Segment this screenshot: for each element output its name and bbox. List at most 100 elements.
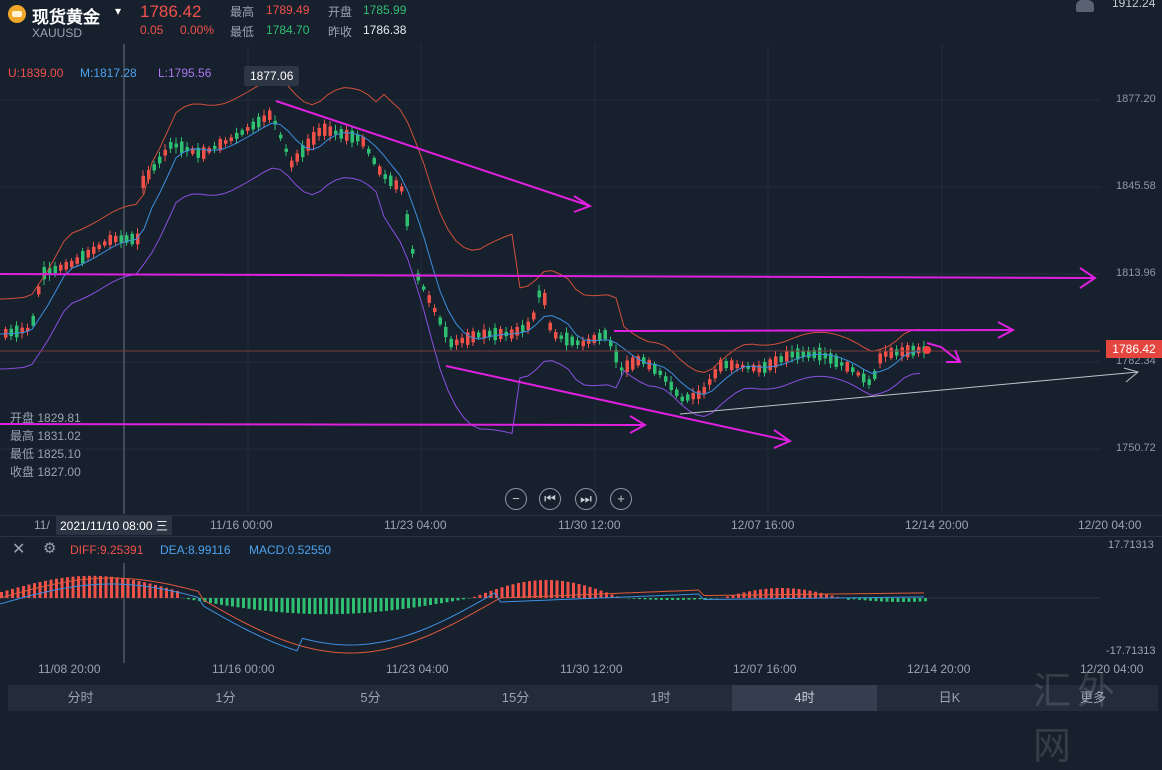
candle bbox=[631, 357, 635, 369]
candle bbox=[329, 126, 333, 135]
zoom-in-button[interactable]: + bbox=[610, 488, 632, 510]
macd-bar bbox=[242, 598, 245, 608]
candle bbox=[499, 329, 503, 339]
candle bbox=[532, 313, 536, 320]
ohlc-high: 最高 1831.02 bbox=[10, 427, 81, 444]
x-tick: 11/30 12:00 bbox=[558, 518, 621, 532]
macd-bar bbox=[138, 581, 141, 598]
x-tick: 12/20 04:00 bbox=[1078, 518, 1141, 532]
candle bbox=[527, 322, 531, 330]
macd-bar bbox=[347, 598, 350, 614]
macd-bar bbox=[501, 587, 504, 598]
instrument-title[interactable]: 现货黄金 bbox=[32, 3, 100, 28]
macd-bar bbox=[237, 598, 240, 607]
macd-bar bbox=[875, 598, 878, 601]
macd-bar bbox=[407, 598, 410, 608]
candle bbox=[257, 117, 261, 128]
candle bbox=[153, 164, 157, 170]
tab-timeframe-15m[interactable]: 15分 bbox=[443, 685, 588, 711]
candle bbox=[587, 339, 591, 344]
macd-bar bbox=[572, 583, 575, 598]
candle bbox=[659, 371, 663, 375]
candlestick-chart[interactable] bbox=[0, 44, 1162, 514]
high-label: 最高 bbox=[230, 3, 254, 20]
macd-bar bbox=[693, 598, 696, 600]
x-tick: 11/08 20:00 bbox=[38, 662, 101, 676]
skip-forward-button[interactable]: ⏭ bbox=[575, 488, 597, 510]
candle bbox=[686, 394, 690, 400]
macd-bar bbox=[649, 598, 652, 600]
candle bbox=[367, 149, 371, 154]
macd-bar bbox=[132, 580, 135, 598]
macd-bar bbox=[50, 580, 53, 598]
macd-bar bbox=[798, 589, 801, 598]
x-tick: 11/23 04:00 bbox=[386, 662, 449, 676]
tab-timeframe-4h[interactable]: 4时 bbox=[732, 685, 877, 711]
x-tick: 12/07 16:00 bbox=[731, 518, 794, 532]
candle bbox=[554, 332, 558, 338]
skip-back-button[interactable]: ⏮ bbox=[539, 488, 561, 510]
candle bbox=[241, 130, 245, 135]
close-icon[interactable]: ✕ bbox=[12, 539, 25, 559]
horizontal-support bbox=[0, 424, 645, 425]
candle bbox=[54, 266, 58, 273]
bell-icon[interactable] bbox=[1076, 0, 1094, 12]
candle bbox=[439, 318, 443, 325]
macd-bar bbox=[391, 598, 394, 610]
candle bbox=[917, 347, 921, 353]
chevron-down-icon[interactable]: ▾ bbox=[115, 4, 121, 18]
zoom-out-button[interactable]: − bbox=[505, 488, 527, 510]
tab-timeframe-daily[interactable]: 日K bbox=[877, 685, 1022, 711]
gear-icon[interactable]: ⚙ bbox=[43, 539, 56, 557]
candle bbox=[565, 333, 569, 346]
candle bbox=[780, 356, 784, 362]
macd-bar bbox=[677, 598, 680, 600]
candle bbox=[477, 332, 481, 337]
macd-bar bbox=[781, 588, 784, 598]
ohlc-open: 开盘 1829.81 bbox=[10, 409, 81, 426]
candle bbox=[560, 335, 564, 339]
y-tick: 1750.72 bbox=[1116, 442, 1156, 454]
macd-bar bbox=[358, 598, 361, 613]
macd-bar bbox=[825, 594, 828, 598]
candle bbox=[708, 379, 712, 385]
macd-bar bbox=[688, 598, 691, 600]
x-tick: 12/14 20:00 bbox=[905, 518, 968, 532]
macd-chart[interactable] bbox=[0, 563, 1162, 663]
x-tick: 12/14 20:00 bbox=[907, 662, 970, 676]
macd-bar bbox=[380, 598, 383, 611]
macd-bar bbox=[457, 598, 460, 600]
macd-bar bbox=[924, 598, 927, 601]
boll-lower-line bbox=[0, 168, 920, 433]
candle bbox=[279, 135, 283, 139]
candle bbox=[433, 308, 437, 312]
macd-bar bbox=[363, 598, 366, 613]
candle bbox=[593, 335, 597, 343]
watermark-logo: 汇外网 bbox=[1033, 660, 1162, 770]
candle bbox=[648, 360, 652, 369]
open-value: 1785.99 bbox=[363, 3, 406, 17]
candle bbox=[758, 365, 762, 372]
tab-timeframe-5m[interactable]: 5分 bbox=[298, 685, 443, 711]
candle bbox=[461, 338, 465, 343]
macd-value: MACD:0.52550 bbox=[249, 543, 331, 557]
candle bbox=[356, 135, 360, 142]
tab-timeframe-1h[interactable]: 1时 bbox=[588, 685, 733, 711]
tab-timeframe-1m[interactable]: 1分 bbox=[153, 685, 298, 711]
macd-bar bbox=[6, 590, 9, 598]
candle bbox=[411, 249, 415, 254]
macd-bar bbox=[886, 598, 889, 602]
macd-diff: DIFF:9.25391 bbox=[70, 543, 143, 557]
candle bbox=[373, 158, 377, 164]
macd-bar bbox=[44, 581, 47, 598]
candle bbox=[378, 166, 382, 174]
macd-bar bbox=[512, 584, 515, 598]
tab-timeframe-tick[interactable]: 分时 bbox=[8, 685, 153, 711]
macd-bar bbox=[39, 582, 42, 598]
candle bbox=[422, 286, 426, 289]
candle bbox=[10, 329, 14, 336]
candle bbox=[851, 367, 855, 372]
macd-bar bbox=[545, 580, 548, 598]
candle bbox=[406, 214, 410, 226]
x-tick: 11/30 12:00 bbox=[560, 662, 623, 676]
